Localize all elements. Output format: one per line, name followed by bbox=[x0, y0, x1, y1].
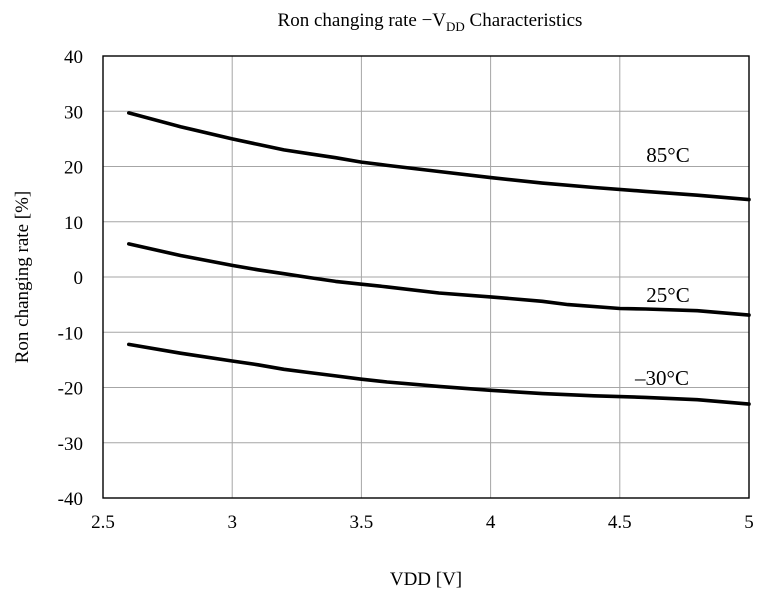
series-line-85c bbox=[127, 111, 751, 202]
series-line-minus30c bbox=[127, 342, 751, 406]
x-tick-label: 2.5 bbox=[91, 512, 115, 533]
series-line-25c bbox=[127, 242, 751, 317]
y-tick-label: -40 bbox=[58, 489, 83, 510]
y-tick-label: -20 bbox=[58, 379, 83, 400]
y-tick-label: 10 bbox=[64, 213, 83, 234]
series-label-25c: 25°C bbox=[646, 283, 689, 307]
y-tick-label: 0 bbox=[74, 268, 84, 289]
x-tick-label: 3 bbox=[227, 512, 237, 533]
chart-title-main: Ron changing rate −V bbox=[278, 10, 447, 31]
chart-title: Ron changing rate −VDD Characteristics bbox=[278, 10, 583, 34]
x-tick-label: 3.5 bbox=[350, 512, 374, 533]
x-tick-label: 4.5 bbox=[608, 512, 632, 533]
y-tick-label: -30 bbox=[58, 434, 83, 455]
grid-layer bbox=[102, 55, 750, 499]
y-axis-label: Ron changing rate [%] bbox=[12, 191, 33, 364]
series-label-85c: 85°C bbox=[646, 143, 689, 167]
series-labels: 85°C 25°C –30°C bbox=[634, 143, 690, 390]
x-axis-label: VDD [V] bbox=[390, 569, 462, 590]
y-tick-label: 30 bbox=[64, 102, 83, 123]
y-tick-label: 40 bbox=[64, 47, 83, 68]
chart-title-subscript: DD bbox=[446, 19, 465, 34]
series-label-minus30c: –30°C bbox=[634, 366, 689, 390]
tick-labels: 2.5 3 3.5 4 4.5 5 40 30 20 10 0 -10 -20 -30 -40 bbox=[58, 47, 754, 533]
x-tick-label: 5 bbox=[744, 512, 754, 533]
plot-frame bbox=[102, 55, 750, 499]
series-layer bbox=[127, 111, 751, 406]
y-tick-label: -10 bbox=[58, 323, 83, 344]
x-tick-label: 4 bbox=[486, 512, 496, 533]
chart-title-rest: Characteristics bbox=[465, 10, 583, 31]
y-tick-label: 20 bbox=[64, 158, 83, 179]
